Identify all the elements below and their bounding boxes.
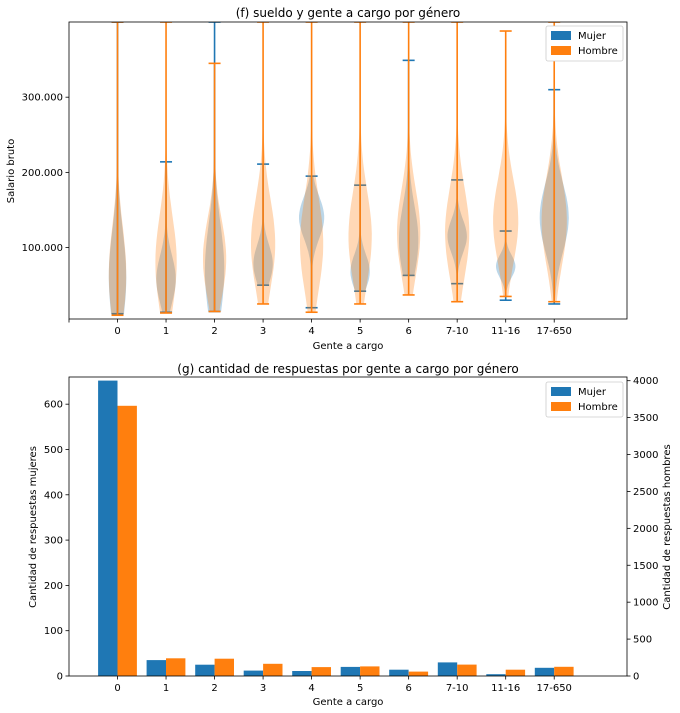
bar-x-tick-label: 1 [163,683,169,694]
bar-x-tick-label: 0 [114,683,120,694]
bar-mujer-17-650 [534,667,555,676]
bar-hombre-1 [166,658,186,676]
bar-mujer-0 [98,380,118,676]
bar-y-tick-label-left: 400 [44,490,63,501]
bar-mujer-3 [243,670,264,676]
bar-y-ticks-left: 0 100 200 300 400 500 600 [44,400,69,683]
bar-x-tick-label: 2 [211,683,217,694]
violin-x-tick-label: 11-16 [491,326,520,337]
bar-y-tick-label-left: 0 [57,672,63,683]
bar-x-tick-label: 5 [357,683,363,694]
violin-chart-title: (f) sueldo y gente a cargo por género [236,6,461,20]
bar-hombre-7-10 [457,664,477,676]
bar-y-tick-label-right: 0 [633,672,639,683]
bar-x-tick-label: 7-10 [446,683,469,694]
bar-mujer-11-16 [486,674,506,676]
violin-x-tick-label: 7-10 [446,326,469,337]
bar-legend-mujer-swatch [551,387,571,396]
violin-legend-mujer-label: Mujer [578,31,607,42]
violin-x-tick-label: 2 [211,326,217,337]
violin-x-tick-label: 17-650 [537,326,572,337]
bar-axes-frame [68,376,628,677]
bar-mujer-6 [389,669,409,676]
bar-y-tick-label-right: 4000 [633,376,658,387]
bar-legend-hombre-label: Hombre [578,402,618,413]
bar-y-tick-label-left: 500 [44,445,63,456]
violin-plot-area [108,22,569,317]
bar-y-tick-label-left: 200 [44,581,63,592]
bar-hombre-0 [117,405,137,676]
violin-axes-frame [68,21,628,320]
bar-hombre-5 [360,666,380,676]
bar-y-tick-label-right: 1000 [633,598,658,609]
violin-x-tick-label: 5 [357,326,363,337]
violin-legend-hombre-label: Hombre [578,46,618,57]
bar-y-tick-label-right: 3000 [633,450,658,461]
bar-hombre-11-16 [505,669,526,676]
bar-plot-area [98,380,574,676]
violin-x-tick-label: 4 [308,326,314,337]
bar-x-tick-label: 4 [308,683,314,694]
bar-mujer-4 [292,671,312,676]
bar-legend-mujer-label: Mujer [578,387,607,398]
bar-chart-title: (g) cantidad de respuestas por gente a c… [177,362,518,376]
bar-mujer-1 [146,660,166,676]
bar-x-tick-label: 6 [405,683,411,694]
bar-y-tick-label-left: 100 [44,626,63,637]
bar-y-tick-label-right: 2000 [633,524,658,535]
bar-y-tick-label-right: 500 [633,635,652,646]
bar-hombre-17-650 [554,666,574,676]
bar-hombre-3 [263,663,283,676]
violin-x-axis-label: Gente a cargo [313,341,384,352]
violin-y-ticks: 100.000 200.000 300.000 [22,93,69,254]
violin-x-tick-label: 3 [260,326,266,337]
bar-x-axis-label: Gente a cargo [313,697,384,708]
bar-y-ticks-right: 0 500 1000 1500 2000 2500 3000 3500 4000 [627,376,658,683]
bar-y-tick-label-right: 2500 [633,487,658,498]
violin-legend-hombre-swatch [551,46,571,55]
bar-mujer-5 [340,666,361,676]
bar-mujer-7-10 [437,662,458,676]
violin-x-tick-label: 0 [114,326,120,337]
bar-y-axis-label-left: Cantidad de respuestas mujeres [28,446,39,608]
bar-y-tick-label-left: 600 [44,400,63,411]
bar-chart: (g) cantidad de respuestas por gente a c… [28,362,673,708]
bar-hombre-6 [408,671,429,676]
violin-x-tick-label: 1 [163,326,169,337]
bar-hombre-4 [311,667,331,676]
bar-legend-hombre-swatch [551,402,571,411]
bar-x-ticks: 0 1 2 3 4 5 6 7-10 11-16 17-650 [114,676,572,694]
violin-x-ticks: 0 1 2 3 4 5 6 7-10 11-16 17-650 [68,319,572,337]
violin-y-tick-label: 100.000 [22,243,63,254]
bar-y-tick-label-right: 1500 [633,561,658,572]
violin-legend-mujer-swatch [551,31,571,40]
violin-y-axis-label: Salario bruto [6,139,17,203]
bar-legend: Mujer Hombre [545,381,624,418]
bar-x-tick-label: 3 [260,683,266,694]
bar-mujer-2 [195,664,215,676]
violin-chart: (f) sueldo y gente a cargo por género 0 1… [6,6,628,352]
bar-x-tick-label: 17-650 [537,683,572,694]
bar-y-tick-label-right: 3500 [633,413,658,424]
violin-y-tick-label: 300.000 [22,93,63,104]
bar-hombre-2 [214,658,234,676]
bar-y-tick-label-left: 300 [44,536,63,547]
violin-y-tick-label: 200.000 [22,168,63,179]
bar-y-axis-label-right: Cantidad de respuestas hombres [662,444,673,609]
bar-x-tick-label: 11-16 [491,683,520,694]
violin-x-tick-label: 6 [405,326,411,337]
violin-legend: Mujer Hombre [545,25,624,62]
